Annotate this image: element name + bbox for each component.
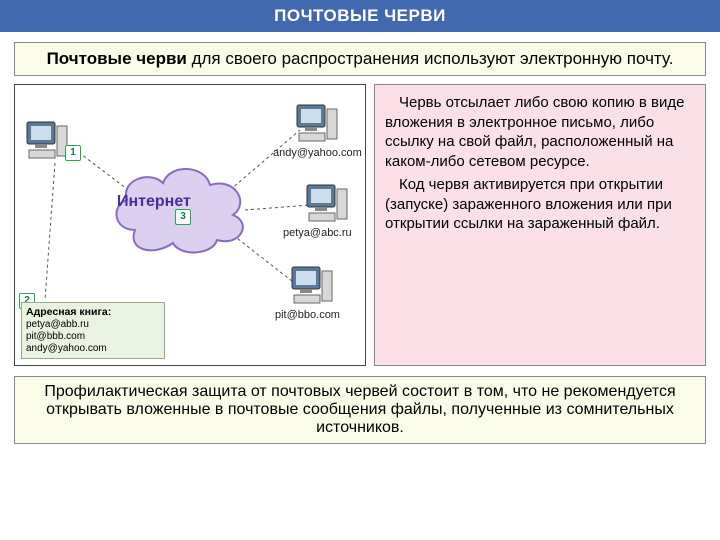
address-book-line: petya@abb.ru: [26, 319, 160, 331]
description-p1: Червь отсылает либо свою копию в виде вл…: [385, 93, 695, 171]
email-label-andy: andy@yahoo.com: [273, 147, 362, 159]
email-label-pit: pit@bbo.com: [275, 309, 340, 321]
pc-andy: [295, 103, 339, 143]
pc-sender: [25, 120, 69, 160]
address-book-line: pit@bbb.com: [26, 331, 160, 343]
step-badge-3: 3: [175, 209, 191, 225]
middle-row: Интернет andy@yahoo.com petya@abc.ru pit…: [14, 84, 706, 366]
description-box: Червь отсылает либо свою копию в виде вл…: [374, 84, 706, 366]
page-header: ПОЧТОВЫЕ ЧЕРВИ: [0, 0, 720, 32]
network-diagram: Интернет andy@yahoo.com petya@abc.ru pit…: [14, 84, 366, 366]
footer-text: Профилактическая защита от почтовых черв…: [44, 383, 675, 436]
intro-bold: Почтовые черви: [47, 49, 187, 68]
address-book: Адресная книга: petya@abb.ru pit@bbb.com…: [21, 302, 165, 359]
intro-box: Почтовые черви для своего распространени…: [14, 42, 706, 76]
email-label-petya: petya@abc.ru: [283, 227, 352, 239]
pc-petya: [305, 183, 349, 223]
pc-pit: [290, 265, 334, 305]
address-book-line: andy@yahoo.com: [26, 343, 160, 355]
address-book-title: Адресная книга:: [26, 306, 160, 319]
footer-box: Профилактическая защита от почтовых черв…: [14, 376, 706, 444]
description-p2: Код червя активируется при открытии (зап…: [385, 175, 695, 234]
step-badge-1: 1: [65, 145, 81, 161]
intro-rest: для своего распространения используют эл…: [187, 49, 674, 68]
header-title: ПОЧТОВЫЕ ЧЕРВИ: [274, 6, 446, 25]
